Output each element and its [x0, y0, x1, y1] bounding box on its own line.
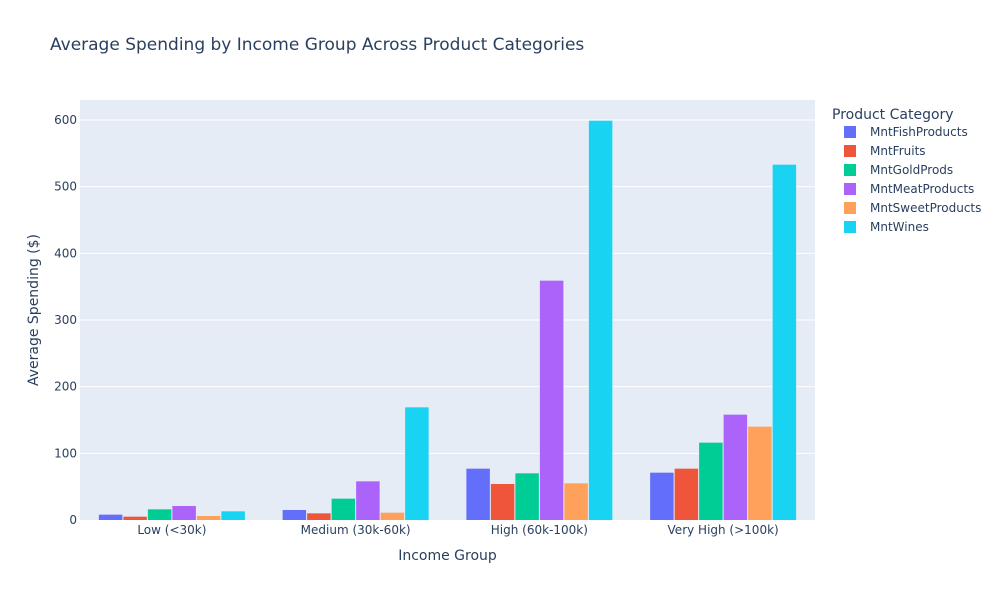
legend-items: MntFishProducts MntFruits MntGoldProds MntM…	[844, 125, 981, 234]
legend: Product Category MntFishProducts MntFruit…	[832, 107, 981, 234]
y-tick-label: 600	[54, 113, 77, 127]
bar-mntsweetproducts	[748, 426, 772, 520]
chart-title: Average Spending by Income Group Across …	[50, 35, 584, 55]
bar-mntmeatproducts	[723, 414, 748, 520]
y-axis-title: Average Spending ($)	[26, 234, 42, 386]
legend-swatch	[844, 145, 856, 157]
bar-mntwines	[772, 164, 797, 520]
x-tick-label: Very High (>100k)	[668, 523, 779, 537]
bar-mntfruits	[490, 484, 515, 520]
x-tick-label: High (60k-100k)	[491, 523, 588, 537]
grid-lines	[80, 119, 815, 454]
legend-item-label: MntMeatProducts	[870, 182, 974, 196]
y-tick-label: 400	[54, 246, 77, 260]
bar-mntfruits	[307, 513, 331, 520]
legend-item-label: MntWines	[870, 220, 929, 234]
y-tick-label: 300	[54, 313, 77, 327]
bar-mntfishproducts	[466, 468, 490, 520]
bars	[98, 120, 797, 521]
bar-mntfruits	[123, 516, 147, 520]
bar-mntmeatproducts	[172, 506, 196, 520]
x-tick-label: Low (<30k)	[137, 523, 206, 537]
legend-swatch	[844, 164, 856, 176]
bar-mntsweetproducts	[196, 516, 221, 520]
bar-mntfruits	[674, 468, 699, 520]
bar-mntgoldprods	[331, 498, 356, 520]
y-axis-ticks: 0 100 200 300 400 500 600	[54, 113, 77, 527]
bar-mntgoldprods	[515, 473, 539, 520]
bar-mntmeatproducts	[356, 481, 380, 520]
y-tick-label: 200	[54, 380, 77, 394]
bar-mntsweetproducts	[564, 483, 588, 520]
legend-swatch	[844, 183, 856, 195]
legend-item-label: MntFishProducts	[870, 125, 968, 139]
y-tick-label: 0	[69, 513, 77, 527]
y-tick-label: 500	[54, 180, 77, 194]
bar-mntwines	[588, 120, 613, 521]
x-tick-label: Medium (30k-60k)	[301, 523, 411, 537]
x-axis-title: Income Group	[398, 548, 497, 564]
y-tick-label: 100	[54, 446, 77, 460]
bar-mntfishproducts	[650, 472, 674, 520]
legend-title: Product Category	[832, 107, 954, 123]
bar-mntfishproducts	[282, 510, 307, 520]
bar-mntmeatproducts	[539, 280, 564, 520]
legend-item-label: MntGoldProds	[870, 163, 953, 177]
legend-item-label: MntFruits	[870, 144, 926, 158]
bar-mntgoldprods	[699, 442, 723, 520]
bar-mntwines	[405, 407, 429, 520]
bar-mntwines	[221, 511, 245, 520]
x-axis-ticks: Low (<30k) Medium (30k-60k) High (60k-100k…	[137, 523, 778, 537]
legend-swatch	[844, 202, 856, 214]
bar-mntgoldprods	[147, 509, 172, 520]
legend-item-label: MntSweetProducts	[870, 201, 981, 215]
legend-swatch	[844, 221, 856, 233]
legend-swatch	[844, 126, 856, 138]
plot-area	[80, 100, 815, 520]
bar-mntfishproducts	[98, 514, 123, 520]
bar-mntsweetproducts	[380, 512, 405, 520]
